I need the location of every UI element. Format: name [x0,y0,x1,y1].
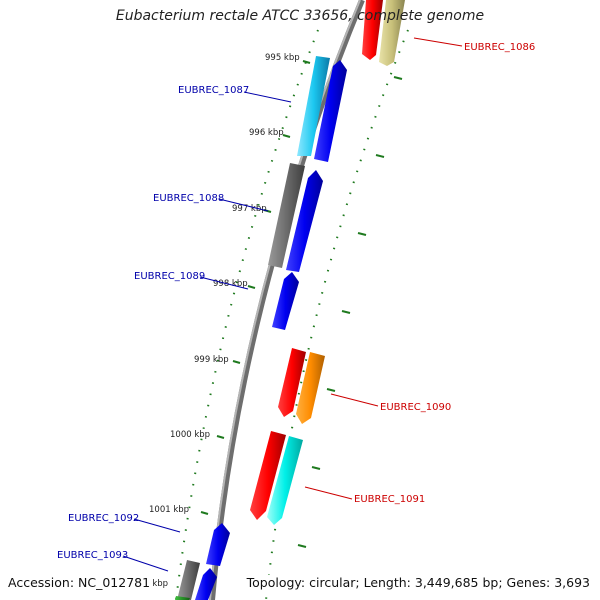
tick-label: 995 kbp [265,53,300,63]
tick-label: 1001 kbp [149,505,189,515]
gene-eubrec-1086[interactable] [362,0,405,66]
gene-label[interactable]: EUBREC_1089 [134,271,205,282]
gene-label[interactable]: EUBREC_1087 [178,85,249,96]
map-title: Eubacterium rectale ATCC 33656, complete… [115,8,485,24]
tick-marks [185,60,403,588]
gene-label[interactable]: EUBREC_1092 [68,513,139,524]
gene-eubrec-1089[interactable] [272,272,299,330]
label-leaders [122,37,463,572]
gene-eubrec-1091[interactable] [250,431,303,525]
tick-label: 996 kbp [249,128,284,138]
gene-eubrec-1093[interactable] [175,560,217,600]
gene-eubrec-1090[interactable] [278,348,325,424]
tick-label: 999 kbp [194,355,229,365]
tick-label: 997 kbp [232,204,267,214]
tick-label: 1000 kbp [170,430,210,440]
outer-dotted-arc [265,29,409,600]
gene-label[interactable]: EUBREC_1090 [380,402,451,413]
backbone [209,0,365,600]
gene-label[interactable]: EUBREC_1091 [354,494,425,505]
gene-eubrec-1087[interactable] [297,56,347,162]
gene-eubrec-1092[interactable] [206,523,230,566]
gene-label[interactable]: EUBREC_1093 [57,550,128,561]
inner-dotted-arc [175,29,319,600]
gene-label[interactable]: EUBREC_1086 [464,42,535,53]
gene-label[interactable]: EUBREC_1088 [153,193,224,204]
gene-labels: EUBREC_1086 EUBREC_1087 EUBREC_1088 EUBR… [57,42,535,561]
gene-eubrec-1088[interactable] [268,163,323,272]
topology-text: Topology: circular; Length: 3,449,685 bp… [244,575,590,590]
accession-text: Accession: NC_012781 [8,575,153,590]
tick-label: 998 kbp [213,279,248,289]
